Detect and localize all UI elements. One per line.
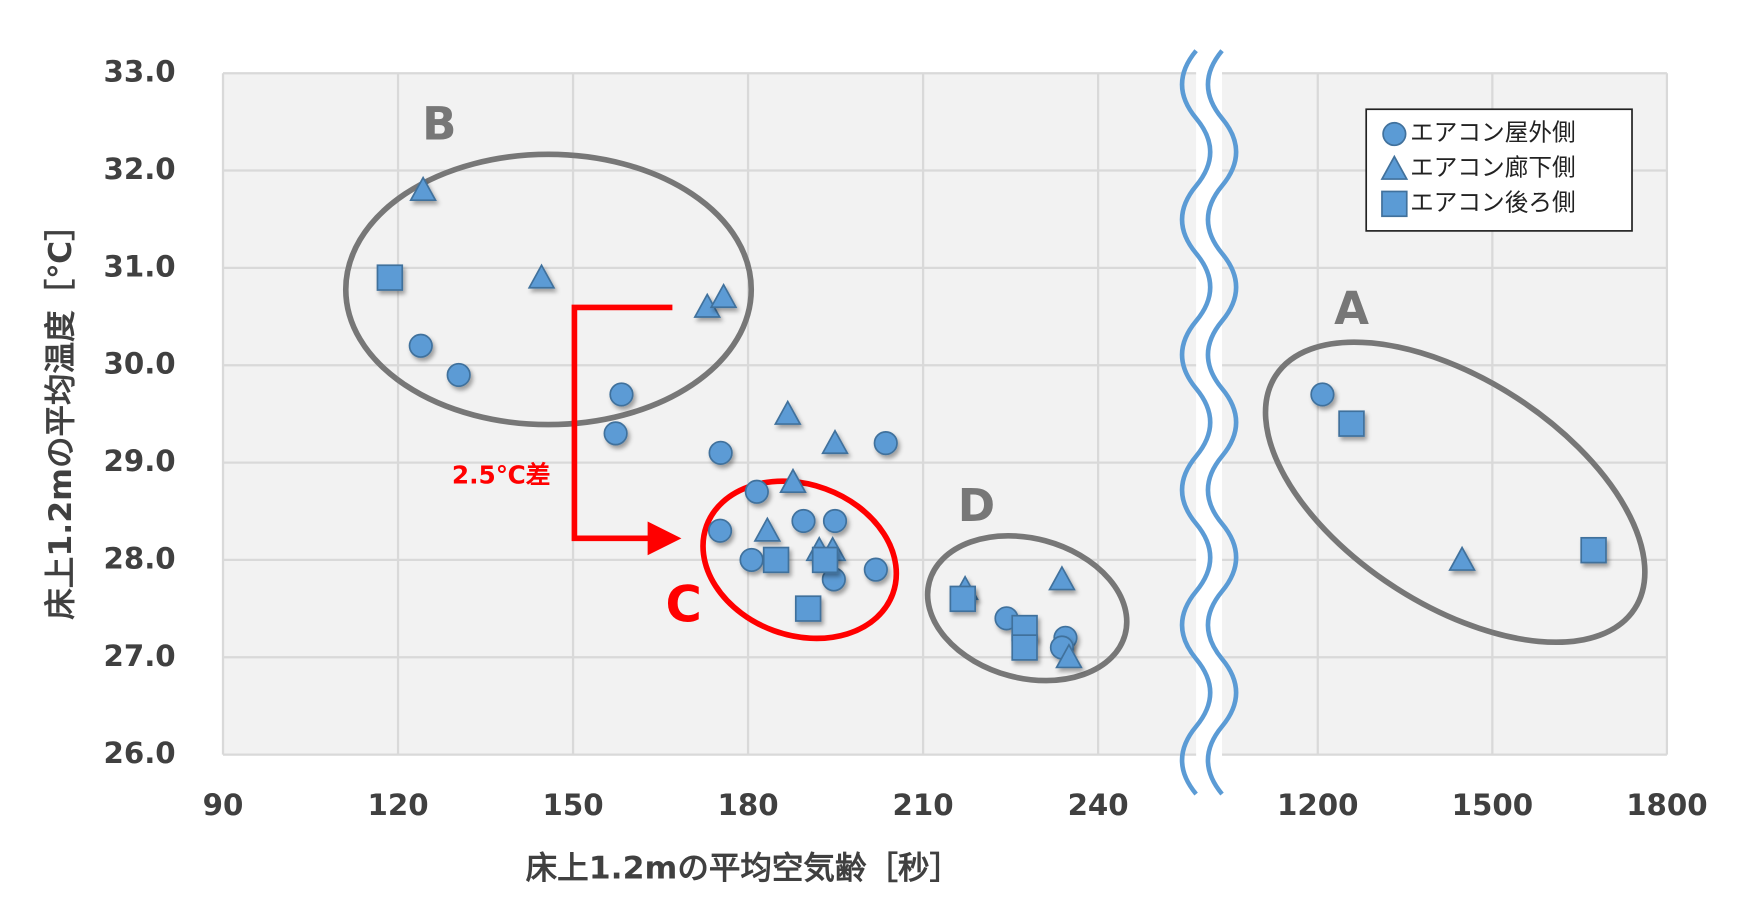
data-point xyxy=(949,585,977,613)
x-tick-label: 90 xyxy=(203,788,244,822)
group-ellipse xyxy=(924,533,1130,684)
data-point xyxy=(376,264,404,291)
data-point xyxy=(1048,565,1076,591)
markers xyxy=(376,175,1607,669)
y-tick-label: 28.0 xyxy=(103,541,175,575)
y-tick-label: 27.0 xyxy=(103,639,175,673)
y-tick-label: 30.0 xyxy=(103,347,175,381)
data-point xyxy=(794,595,822,622)
y-tick-label: 33.0 xyxy=(103,55,175,89)
annotation: 2.5℃差 xyxy=(452,460,551,489)
data-point xyxy=(821,428,849,455)
x-tick-label: 180 xyxy=(718,788,779,822)
x-tick-label: 150 xyxy=(543,788,604,822)
data-point xyxy=(744,479,769,504)
legend-marker xyxy=(1380,154,1409,180)
data-point xyxy=(811,546,839,574)
legend-label: エアコン屋外側 xyxy=(1410,119,1576,147)
data-point xyxy=(609,382,634,407)
group-ellipse xyxy=(700,478,900,642)
data-point xyxy=(739,547,764,573)
data-point xyxy=(408,333,433,358)
data-point xyxy=(773,399,802,425)
data-point xyxy=(1310,382,1335,407)
x-tick-label: 240 xyxy=(1068,788,1129,822)
y-tick-label: 31.0 xyxy=(103,249,175,283)
x-tick-label: 1200 xyxy=(1277,788,1358,822)
group-ellipse xyxy=(342,151,755,428)
data-point xyxy=(446,362,471,388)
difference-arrow xyxy=(571,304,682,556)
data-point xyxy=(753,516,782,542)
data-point xyxy=(603,421,628,446)
data-point xyxy=(779,467,807,494)
annotation: B xyxy=(422,97,456,150)
legend-label: エアコン後ろ側 xyxy=(1410,188,1576,216)
x-tick-label: 120 xyxy=(367,788,428,822)
data-point xyxy=(1448,545,1476,571)
y-tick-label: 32.0 xyxy=(103,152,175,186)
y-tick-label: 26.0 xyxy=(103,736,175,770)
axis-break-wave xyxy=(1205,49,1239,796)
annotation: A xyxy=(1334,282,1369,335)
grid: 26.0 27.0 28.0 29.0 30.0 31.0 32.0 33.0 90 120 150… xyxy=(103,55,1707,822)
y-axis-title: 床上1.2mの平均温度［℃］ xyxy=(42,209,79,619)
data-point xyxy=(791,508,816,534)
data-point xyxy=(1011,634,1038,661)
data-point xyxy=(1055,643,1083,669)
legend-marker xyxy=(1381,190,1408,218)
legend-marker xyxy=(1382,121,1407,147)
data-point xyxy=(708,440,733,465)
x-tick-label: 1500 xyxy=(1452,788,1533,822)
data-point xyxy=(707,518,733,543)
axis-break-wave xyxy=(1179,49,1213,796)
group-ellipse xyxy=(1262,339,1648,646)
annotation: D xyxy=(958,479,995,532)
x-tick-label: 1800 xyxy=(1626,788,1707,822)
data-point xyxy=(762,546,790,574)
data-point xyxy=(1580,536,1607,564)
legend-box xyxy=(1365,108,1633,232)
data-point xyxy=(709,282,738,309)
data-point xyxy=(873,431,898,456)
x-axis-title: 床上1.2mの平均空気齢［秒］ xyxy=(526,850,961,887)
annotation: C xyxy=(665,576,701,634)
data-point xyxy=(1338,410,1365,437)
data-point xyxy=(409,175,437,202)
x-tick-label: 210 xyxy=(893,788,954,822)
data-point xyxy=(822,508,848,534)
data-point xyxy=(863,557,888,582)
legend-label: エアコン廊下側 xyxy=(1410,153,1576,181)
plot-root: 26.0 27.0 28.0 29.0 30.0 31.0 32.0 33.0 90 120 150… xyxy=(42,45,1708,887)
y-tick-label: 29.0 xyxy=(103,444,175,478)
data-point xyxy=(527,263,556,289)
